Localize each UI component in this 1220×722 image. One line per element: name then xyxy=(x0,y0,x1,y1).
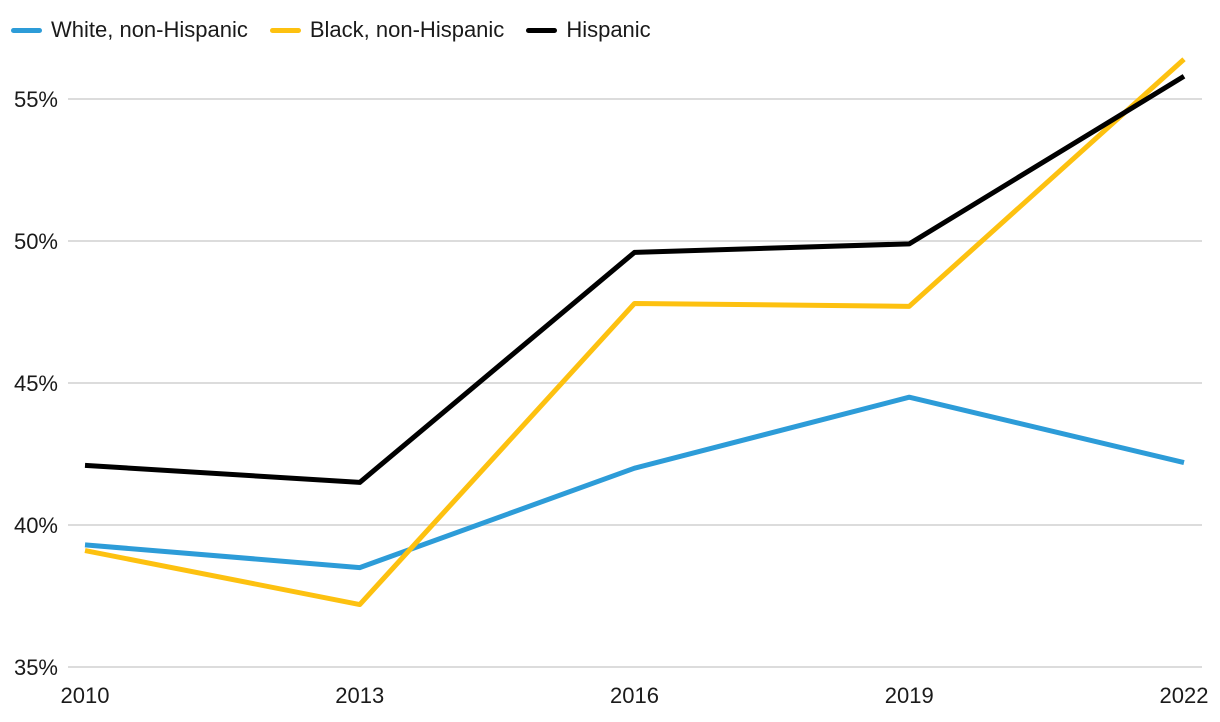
series-line-black-non-hispanic xyxy=(84,57,1186,608)
legend-label: White, non-Hispanic xyxy=(51,17,248,42)
x-axis-tick-label: 2016 xyxy=(610,683,659,708)
x-axis-tick-label: 2010 xyxy=(61,683,110,708)
legend-swatch-icon xyxy=(269,27,301,33)
x-axis-tick-label: 2022 xyxy=(1160,683,1209,708)
y-axis-tick-label: 55% xyxy=(14,87,58,112)
legend-label: Hispanic xyxy=(566,17,651,42)
y-axis-tick-label: 35% xyxy=(14,655,58,680)
legend-label: Black, non-Hispanic xyxy=(309,17,505,42)
x-axis-tick-label: 2013 xyxy=(335,683,384,708)
y-axis-tick-label: 50% xyxy=(14,229,58,254)
series-line-hispanic xyxy=(84,74,1186,485)
legend-swatch-icon xyxy=(11,27,42,33)
y-axis-tick-label: 40% xyxy=(14,513,58,538)
x-axis-tick-label: 2019 xyxy=(885,683,934,708)
series-line-white-non-hispanic xyxy=(84,394,1185,571)
legend-item-white-non-hispanic: White, non-Hispanic xyxy=(11,17,248,43)
legend-swatch-icon xyxy=(526,27,558,33)
y-axis-tick-label: 45% xyxy=(14,371,58,396)
legend: White, non-Hispanic Black, non-Hispanic … xyxy=(11,14,651,46)
legend-item-black-non-hispanic: Black, non-Hispanic xyxy=(269,17,505,43)
legend-item-hispanic: Hispanic xyxy=(526,17,651,43)
